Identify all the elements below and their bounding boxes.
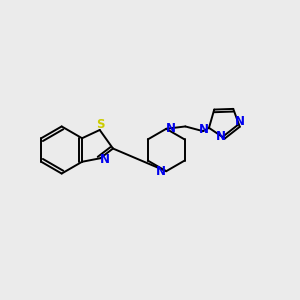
Text: N: N [236, 115, 245, 128]
Text: N: N [156, 165, 166, 178]
Text: N: N [216, 130, 226, 143]
Text: N: N [99, 153, 110, 166]
Text: N: N [166, 122, 176, 135]
Text: N: N [199, 123, 209, 136]
Text: S: S [96, 118, 104, 131]
